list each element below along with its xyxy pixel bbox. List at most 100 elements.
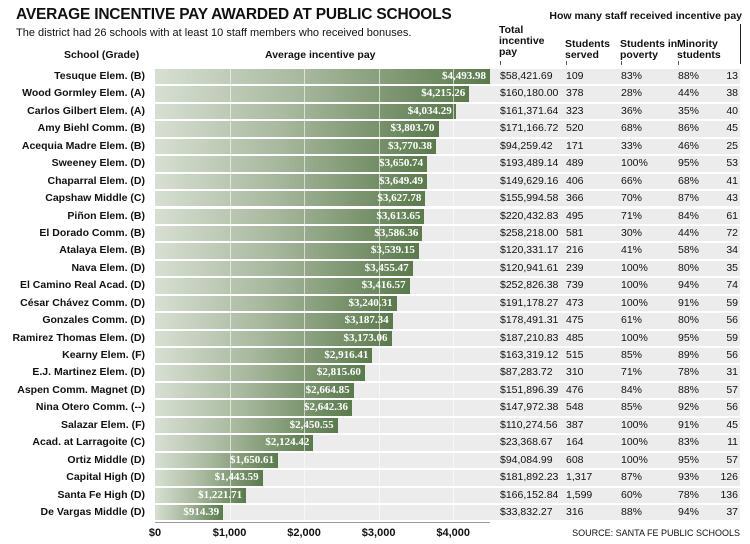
bar: $3,803.70 xyxy=(155,121,439,137)
bar: $2,642.36 xyxy=(155,400,352,416)
minority-students-cell: 84% xyxy=(678,209,700,222)
table-row: Acequia Madre Elem. (B) $3,770.38 $94,259.… xyxy=(0,138,750,155)
staff-count-cell: 43 xyxy=(726,192,738,205)
total-pay-cell: $160,180.00 xyxy=(500,87,559,100)
bar-label: $4,215.26 xyxy=(421,87,466,100)
total-pay-cell: $193,489.14 xyxy=(500,157,559,170)
bar: $3,770.38 xyxy=(155,138,437,155)
total-pay-cell: $149,629.16 xyxy=(500,174,559,187)
staff-count-cell: 40 xyxy=(726,104,738,117)
total-pay-cell: $252,826.38 xyxy=(500,279,559,292)
table-row: El Dorado Comm. (B) $3,586.36 $258,218.00 5… xyxy=(0,225,750,242)
row-background xyxy=(155,505,740,521)
students-poverty-cell: 60% xyxy=(621,488,643,501)
school-name: Ramirez Thomas Elem. (D) xyxy=(12,331,145,344)
students-poverty-cell: 100% xyxy=(621,261,648,274)
minority-students-cell: 87% xyxy=(678,192,700,205)
total-pay-cell: $110,274.56 xyxy=(500,418,558,431)
students-poverty-cell: 30% xyxy=(621,226,643,239)
minority-students-cell: 80% xyxy=(678,314,700,327)
school-name: Chaparral Elem. (D) xyxy=(47,174,145,187)
gridline xyxy=(453,68,455,522)
table-row: Kearny Elem. (F) $2,916.41 $163,319.12 515 8… xyxy=(0,347,750,364)
total-pay-cell: $58,421.69 xyxy=(500,70,553,82)
minority-students-cell: 95% xyxy=(678,157,700,170)
bar-label: $3,240.31 xyxy=(348,296,393,309)
school-name: Piñon Elem. (B) xyxy=(67,209,145,222)
bar-label: $3,455.47 xyxy=(364,261,409,274)
total-pay-cell: $191,178.27 xyxy=(500,296,559,309)
minority-students-cell: 88% xyxy=(678,70,700,82)
staff-count-cell: 59 xyxy=(726,296,738,309)
school-name: Nava Elem. (D) xyxy=(71,261,145,274)
table-row: Salazar Elem. (F) $2,450.55 $110,274.56 387… xyxy=(0,417,750,434)
table-row: Capital High (D) $1,443.59 $181,892.23 1,31… xyxy=(0,469,750,486)
bar-label: $2,916.41 xyxy=(324,349,369,362)
bar: $2,124.42 xyxy=(155,435,314,451)
students-served-cell: 239 xyxy=(566,261,584,274)
bar: $1,221.71 xyxy=(155,487,247,503)
staff-count-cell: 61 xyxy=(726,209,738,222)
students-served-cell: 171 xyxy=(566,139,584,152)
minority-students-cell: 92% xyxy=(678,401,700,414)
staff-count-cell: 56 xyxy=(726,401,738,414)
students-served-cell: 310 xyxy=(566,366,584,379)
table-row: Tesuque Elem. (B) $4,493.98 $58,421.69 109 8… xyxy=(0,68,750,85)
bar: $1,443.59 xyxy=(155,470,263,486)
school-name: Capshaw Middle (C) xyxy=(45,192,145,205)
table-row: E.J. Martinez Elem. (D) $2,815.60 $87,283.… xyxy=(0,364,750,381)
bar: $3,586.36 xyxy=(155,225,423,242)
students-poverty-cell: 87% xyxy=(621,471,643,484)
bar-label: $2,450.55 xyxy=(289,418,334,431)
minority-students-cell: 91% xyxy=(678,296,700,309)
chart-title: AVERAGE INCENTIVE PAY AWARDED AT PUBLIC … xyxy=(16,6,452,23)
students-served-cell: 1,599 xyxy=(566,488,593,501)
staff-count-cell: 53 xyxy=(726,157,738,170)
minority-students-cell: 44% xyxy=(678,87,700,100)
bar-label: $3,173.06 xyxy=(343,331,388,344)
bar-label: $3,416.57 xyxy=(361,279,406,292)
table-row: Gonzales Comm. (D) $3,187.34 $178,491.31 47… xyxy=(0,312,750,329)
minority-students-cell: 88% xyxy=(678,383,700,396)
table-row: Atalaya Elem. (B) $3,539.15 $120,331.17 216… xyxy=(0,242,750,259)
students-served-cell: 476 xyxy=(566,383,584,396)
students-poverty-cell: 100% xyxy=(621,453,648,466)
bar: $2,664.85 xyxy=(155,382,354,399)
table-row: Nina Otero Comm. (--) $2,642.36 $147,972.3… xyxy=(0,399,750,416)
minority-students-cell: 91% xyxy=(678,418,700,431)
students-served-cell: 548 xyxy=(566,401,584,414)
minority-students-cell: 95% xyxy=(678,453,700,466)
staff-count-cell: 136 xyxy=(720,488,738,501)
school-name: Tesuque Elem. (B) xyxy=(54,70,145,82)
bar-label: $2,664.85 xyxy=(305,383,350,396)
school-name: Gonzales Comm. (D) xyxy=(42,314,145,327)
students-served-cell: 1,317 xyxy=(566,471,593,484)
bar-label: $3,627.78 xyxy=(377,192,422,205)
bar-label: $1,221.71 xyxy=(198,488,243,501)
students-served-cell: 216 xyxy=(566,244,584,257)
total-pay-cell: $171,166.72 xyxy=(500,122,559,135)
x-axis-line xyxy=(155,522,490,523)
school-name: E.J. Martinez Elem. (D) xyxy=(32,366,145,379)
students-served-cell: 739 xyxy=(566,279,584,292)
bar: $4,493.98 xyxy=(155,69,490,85)
students-poverty-cell: 66% xyxy=(621,174,643,187)
bar-label: $2,815.60 xyxy=(316,366,361,379)
students-poverty-cell: 36% xyxy=(621,104,643,117)
total-pay-cell: $163,319.12 xyxy=(500,349,559,362)
minority-students-cell: 95% xyxy=(678,331,700,344)
table-row: Nava Elem. (D) $3,455.47 $120,941.61 239 100… xyxy=(0,260,750,277)
total-pay-cell: $178,491.31 xyxy=(500,314,559,327)
bar: $3,240.31 xyxy=(155,295,397,312)
header-tick xyxy=(566,61,567,65)
school-name: De Vargas Middle (D) xyxy=(40,506,145,518)
students-poverty-cell: 61% xyxy=(621,314,643,327)
students-poverty-cell: 33% xyxy=(621,139,643,152)
staff-count-cell: 35 xyxy=(726,261,738,274)
x-tick-label: $1,000 xyxy=(212,527,247,539)
bar-label: $3,770.38 xyxy=(388,139,433,152)
bar-label: $3,649.49 xyxy=(379,174,424,187)
students-served-cell: 406 xyxy=(566,174,584,187)
students-poverty-cell: 41% xyxy=(621,244,643,257)
staff-count-cell: 57 xyxy=(726,383,738,396)
